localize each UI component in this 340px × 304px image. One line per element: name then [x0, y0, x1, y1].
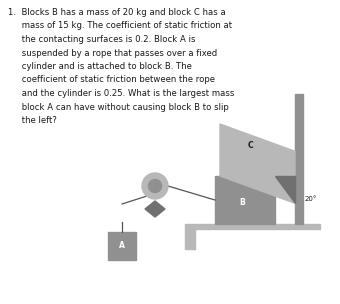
Text: coefficient of static friction between the rope: coefficient of static friction between t…: [8, 75, 215, 85]
Text: the left?: the left?: [8, 116, 57, 125]
Bar: [185, 224, 320, 229]
Text: 20°: 20°: [305, 196, 317, 202]
Bar: [295, 94, 303, 224]
Text: mass of 15 kg. The coefficient of static friction at: mass of 15 kg. The coefficient of static…: [8, 22, 232, 30]
Polygon shape: [145, 201, 165, 217]
Circle shape: [149, 179, 162, 192]
Text: suspended by a rope that passes over a fixed: suspended by a rope that passes over a f…: [8, 49, 217, 57]
Text: cylinder and is attached to block B. The: cylinder and is attached to block B. The: [8, 62, 192, 71]
Text: C: C: [247, 141, 253, 150]
Bar: [108, 232, 136, 260]
Text: A: A: [119, 241, 125, 250]
Polygon shape: [275, 176, 295, 203]
Text: B: B: [239, 198, 245, 207]
Text: the contacting surfaces is 0.2. Block A is: the contacting surfaces is 0.2. Block A …: [8, 35, 195, 44]
Bar: [215, 176, 275, 224]
Text: and the cylinder is 0.25. What is the largest mass: and the cylinder is 0.25. What is the la…: [8, 89, 234, 98]
Text: block A can have without causing block B to slip: block A can have without causing block B…: [8, 102, 229, 112]
Text: 1.  Blocks B has a mass of 20 kg and block C has a: 1. Blocks B has a mass of 20 kg and bloc…: [8, 8, 226, 17]
Circle shape: [142, 173, 168, 199]
Polygon shape: [220, 124, 295, 203]
Bar: [185, 229, 195, 249]
